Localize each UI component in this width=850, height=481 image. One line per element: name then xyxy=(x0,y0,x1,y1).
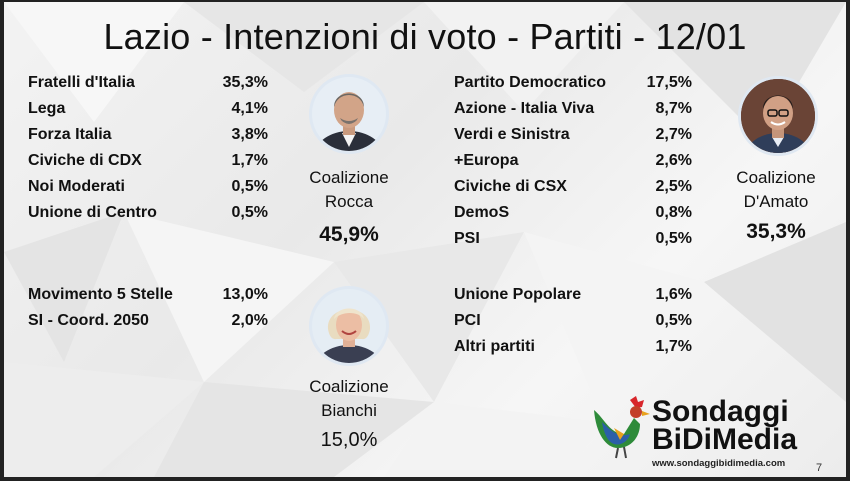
party-name: Azione - Italia Viva xyxy=(454,100,595,117)
party-list-rocca: Fratelli d'Italia 35,3% Lega 4,1% Forza Ital… xyxy=(28,70,268,226)
party-value: 2,5% xyxy=(655,178,692,195)
party-value: 0,5% xyxy=(655,312,692,329)
party-name: DemoS xyxy=(454,204,510,221)
coalition-label-line: Coalizione xyxy=(309,377,389,396)
party-value: 0,5% xyxy=(655,230,692,247)
party-list-bianchi: Movimento 5 Stelle 13,0% SI - Coord. 2050 2… xyxy=(28,282,268,334)
party-name: PCI xyxy=(454,312,481,329)
party-row: +Europa 2,6% xyxy=(454,148,692,174)
party-name: Fratelli d'Italia xyxy=(28,74,135,91)
website-url[interactable]: www.sondaggibidimedia.com xyxy=(652,458,786,469)
coalition-total-damato: 35,3% xyxy=(746,220,806,243)
party-value: 17,5% xyxy=(646,74,692,91)
party-row: Azione - Italia Viva 8,7% xyxy=(454,96,692,122)
coalition-label-bianchi: Coalizione Bianchi xyxy=(279,375,419,423)
party-value: 8,7% xyxy=(655,100,692,117)
party-row: Fratelli d'Italia 35,3% xyxy=(28,70,268,96)
party-row: Forza Italia 3,8% xyxy=(28,122,268,148)
page-number: 7 xyxy=(816,462,823,474)
party-row: Altri partiti 1,7% xyxy=(454,334,692,360)
coalition-label-line: Coalizione xyxy=(736,168,816,187)
party-row: Unione di Centro 0,5% xyxy=(28,200,268,226)
party-row: PCI 0,5% xyxy=(454,308,692,334)
candidate-photo-damato xyxy=(738,76,818,156)
coalition-label-damato: Coalizione D'Amato xyxy=(706,166,846,214)
slide: Lazio - Intenzioni di voto - Partiti - 1… xyxy=(4,2,846,477)
party-value: 1,7% xyxy=(655,338,692,355)
party-value: 1,7% xyxy=(231,152,268,169)
party-list-damato: Partito Democratico 17,5% Azione - Italia … xyxy=(454,70,692,252)
logo-line1: Sondaggi xyxy=(652,395,789,428)
party-row: Civiche di CSX 2,5% xyxy=(454,174,692,200)
party-name: +Europa xyxy=(454,152,519,169)
coalition-label-rocca: Coalizione Rocca xyxy=(279,166,419,214)
party-value: 0,8% xyxy=(655,204,692,221)
party-name: Noi Moderati xyxy=(28,178,125,195)
party-name: Movimento 5 Stelle xyxy=(28,286,173,303)
party-value: 13,0% xyxy=(222,286,268,303)
rooster-logo-icon xyxy=(594,396,650,459)
candidate-photo-rocca xyxy=(309,74,389,154)
party-value: 2,7% xyxy=(655,126,692,143)
coalition-label-name: D'Amato xyxy=(743,192,809,211)
party-row: Partito Democratico 17,5% xyxy=(454,70,692,96)
party-row: Verdi e Sinistra 2,7% xyxy=(454,122,692,148)
background-facets xyxy=(4,2,846,477)
party-name: Civiche di CDX xyxy=(28,152,142,169)
party-name: Partito Democratico xyxy=(454,74,607,91)
party-value: 2,0% xyxy=(231,312,268,329)
logo-line2: BiDiMedia xyxy=(652,423,798,456)
party-name: Lega xyxy=(28,100,66,117)
coalition-label-line: Coalizione xyxy=(309,168,389,187)
coalition-label-name: Bianchi xyxy=(321,401,377,420)
party-name: Unione Popolare xyxy=(454,286,582,303)
coalition-total-rocca: 45,9% xyxy=(319,223,379,246)
party-value: 0,5% xyxy=(231,204,268,221)
party-name: Unione di Centro xyxy=(28,204,157,221)
coalition-label-name: Rocca xyxy=(324,192,374,211)
party-value: 4,1% xyxy=(231,100,268,117)
page-title: Lazio - Intenzioni di voto - Partiti - 1… xyxy=(103,16,747,57)
party-row: DemoS 0,8% xyxy=(454,200,692,226)
party-value: 0,5% xyxy=(231,178,268,195)
party-row: Unione Popolare 1,6% xyxy=(454,282,692,308)
party-value: 3,8% xyxy=(231,126,268,143)
party-name: Altri partiti xyxy=(454,338,535,355)
party-name: Verdi e Sinistra xyxy=(454,126,570,143)
party-row: Lega 4,1% xyxy=(28,96,268,122)
party-row: Noi Moderati 0,5% xyxy=(28,174,268,200)
candidate-photo-bianchi xyxy=(309,286,389,366)
party-row: Movimento 5 Stelle 13,0% xyxy=(28,282,268,308)
party-value: 2,6% xyxy=(655,152,692,169)
party-row: SI - Coord. 2050 2,0% xyxy=(28,308,268,334)
coalition-total-bianchi: 15,0% xyxy=(320,429,378,451)
party-name: Forza Italia xyxy=(28,126,112,143)
party-name: SI - Coord. 2050 xyxy=(28,312,149,329)
party-list-others: Unione Popolare 1,6% PCI 0,5% Altri partiti 1… xyxy=(454,282,692,360)
party-name: Civiche di CSX xyxy=(454,178,567,195)
party-row: Civiche di CDX 1,7% xyxy=(28,148,268,174)
party-name: PSI xyxy=(454,230,480,247)
party-row: PSI 0,5% xyxy=(454,226,692,252)
party-value: 1,6% xyxy=(655,286,692,303)
party-value: 35,3% xyxy=(222,74,268,91)
